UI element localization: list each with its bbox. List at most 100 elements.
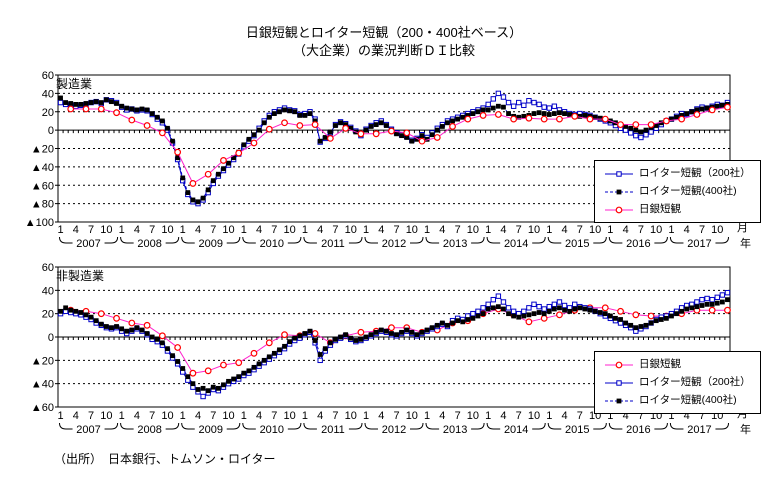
svg-text:4: 4 [256, 224, 262, 236]
svg-text:2016: 2016 [626, 424, 650, 436]
svg-text:4: 4 [134, 224, 140, 236]
svg-text:2012: 2012 [382, 238, 406, 250]
month-unit-label: 月 [737, 408, 748, 420]
svg-text:10: 10 [711, 224, 723, 236]
svg-text:4: 4 [195, 224, 201, 236]
month-unit-label: 月 [737, 222, 748, 234]
series-boj [67, 103, 731, 187]
legend-label-r400: ロイター短観(400社) [639, 394, 737, 406]
svg-text:10: 10 [650, 224, 662, 236]
svg-text:2015: 2015 [565, 424, 589, 436]
svg-text:7: 7 [332, 224, 338, 236]
y-axis-labels: 60 40 20 0 ▲20 ▲40 ▲60 ▲80 ▲100 [25, 70, 58, 229]
svg-text:10: 10 [528, 224, 540, 236]
svg-text:10: 10 [222, 410, 234, 422]
svg-text:2014: 2014 [504, 424, 528, 436]
legend-nonmanufacturing: 日銀短観ロイター短観（200社） ロイター短観(400社) [594, 351, 761, 414]
svg-text:7: 7 [393, 224, 399, 236]
svg-text:10: 10 [406, 410, 418, 422]
svg-text:7: 7 [393, 410, 399, 422]
svg-text:7: 7 [699, 410, 705, 422]
svg-text:7: 7 [271, 224, 277, 236]
legend-item-r200: ロイター短観（200社） [604, 167, 751, 180]
svg-text:2013: 2013 [443, 238, 467, 250]
svg-text:4: 4 [317, 410, 323, 422]
svg-text:2009: 2009 [198, 424, 222, 436]
svg-text:4: 4 [134, 410, 140, 422]
svg-text:1: 1 [302, 224, 308, 236]
svg-text:4: 4 [195, 410, 201, 422]
svg-text:10: 10 [284, 410, 296, 422]
legend-item-boj: 日銀短観 [604, 358, 751, 371]
svg-text:7: 7 [516, 224, 522, 236]
svg-text:1: 1 [363, 410, 369, 422]
svg-text:7: 7 [332, 410, 338, 422]
svg-text:1: 1 [607, 224, 613, 236]
svg-text:2013: 2013 [443, 424, 467, 436]
svg-text:1: 1 [57, 224, 63, 236]
svg-text:0: 0 [48, 125, 54, 137]
svg-text:7: 7 [638, 224, 644, 236]
svg-text:1: 1 [180, 224, 186, 236]
svg-text:2008: 2008 [137, 238, 161, 250]
svg-text:2014: 2014 [504, 238, 528, 250]
svg-text:10: 10 [100, 410, 112, 422]
legend-label-r400: ロイター短観(400社) [639, 185, 737, 197]
svg-text:10: 10 [345, 410, 357, 422]
svg-text:1: 1 [180, 410, 186, 422]
svg-text:20: 20 [42, 309, 54, 321]
chart-title-line1: 日銀短観とロイター短観（200・400社ベース） [245, 25, 523, 40]
svg-text:2015: 2015 [565, 238, 589, 250]
svg-text:2011: 2011 [321, 424, 345, 436]
svg-text:10: 10 [284, 224, 296, 236]
svg-text:2012: 2012 [382, 424, 406, 436]
svg-text:7: 7 [149, 410, 155, 422]
svg-text:1: 1 [668, 224, 674, 236]
svg-text:1: 1 [241, 224, 247, 236]
svg-text:2016: 2016 [626, 238, 650, 250]
svg-text:4: 4 [73, 410, 79, 422]
svg-text:10: 10 [222, 224, 234, 236]
svg-text:7: 7 [455, 224, 461, 236]
legend-marker-r200 [605, 379, 633, 386]
svg-text:▲40: ▲40 [31, 162, 54, 174]
year-unit-label: 年 [740, 422, 751, 436]
chart-title: 日銀短観とロイター短観（200・400社ベース） （大企業）の業況判断ＤＩ比較 [0, 24, 768, 60]
svg-text:2007: 2007 [76, 238, 100, 250]
legend-manufacturing: ロイター短観（200社） ロイター短観(400社) 日銀短観 [594, 160, 761, 223]
svg-text:60: 60 [42, 262, 54, 274]
svg-text:▲20: ▲20 [31, 355, 54, 367]
legend-item-r400: ロイター短観(400社) [604, 185, 751, 198]
svg-text:2017: 2017 [687, 238, 711, 250]
svg-text:7: 7 [271, 410, 277, 422]
legend-item-r200: ロイター短観（200社） [604, 376, 751, 389]
svg-text:20: 20 [42, 107, 54, 119]
svg-text:1: 1 [424, 224, 430, 236]
svg-text:2010: 2010 [260, 424, 284, 436]
svg-text:7: 7 [88, 410, 94, 422]
svg-text:4: 4 [561, 224, 567, 236]
svg-text:1: 1 [485, 410, 491, 422]
svg-text:7: 7 [149, 224, 155, 236]
legend-label-boj: 日銀短観 [639, 203, 681, 215]
svg-text:7: 7 [699, 224, 705, 236]
svg-text:10: 10 [406, 224, 418, 236]
svg-text:4: 4 [378, 410, 384, 422]
svg-text:7: 7 [516, 410, 522, 422]
svg-text:2007: 2007 [76, 424, 100, 436]
legend-label-r200: ロイター短観（200社） [639, 376, 751, 388]
svg-text:10: 10 [467, 224, 479, 236]
series-r400 [58, 297, 730, 394]
svg-text:1: 1 [607, 410, 613, 422]
gridlines [58, 92, 730, 205]
svg-text:2008: 2008 [137, 424, 161, 436]
svg-text:10: 10 [467, 410, 479, 422]
svg-text:4: 4 [623, 410, 629, 422]
legend-marker-r400 [605, 189, 633, 194]
svg-text:2017: 2017 [687, 424, 711, 436]
svg-text:40: 40 [42, 285, 54, 297]
